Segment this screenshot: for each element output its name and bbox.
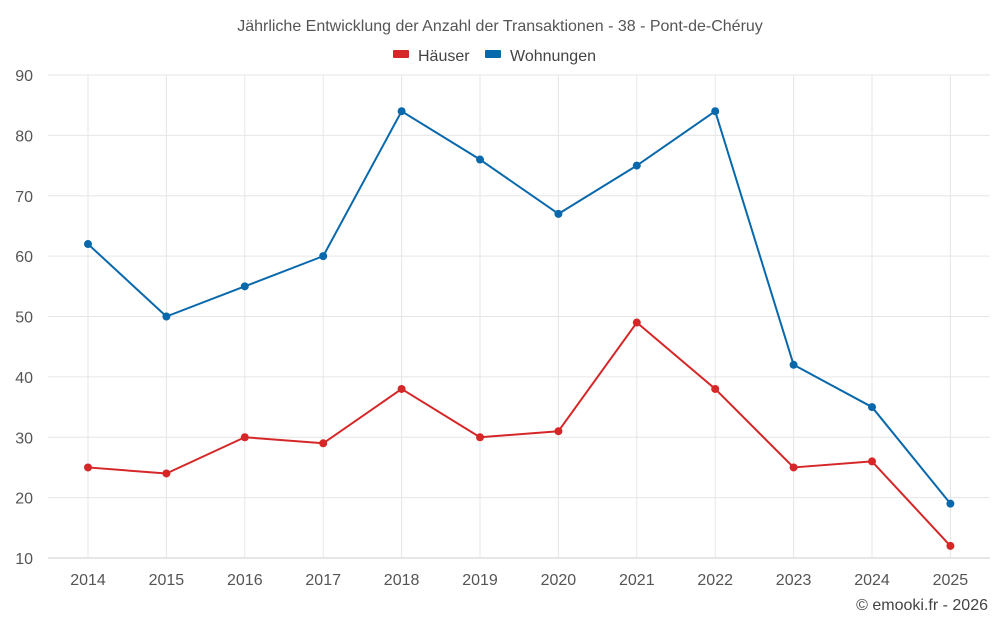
data-point-haeuser-2021[interactable]	[632, 318, 641, 327]
x-tick-label-2025: 2025	[933, 572, 969, 589]
x-tick-label-2021: 2021	[619, 572, 655, 589]
legend: Häuser Wohnungen	[393, 48, 596, 65]
series-group	[84, 107, 955, 550]
y-tick-label-40: 40	[15, 370, 33, 387]
data-point-haeuser-2022[interactable]	[711, 384, 720, 393]
data-point-haeuser-2014[interactable]	[84, 463, 92, 472]
data-point-wohnungen-2017[interactable]	[319, 252, 328, 261]
data-point-wohnungen-2025[interactable]	[946, 499, 955, 508]
y-tick-label-60: 60	[15, 249, 33, 266]
data-point-wohnungen-2019[interactable]	[476, 155, 484, 164]
y-tick-label-80: 80	[15, 128, 33, 145]
x-tick-label-2016: 2016	[227, 572, 263, 589]
y-tick-label-30: 30	[15, 430, 33, 447]
legend-swatch-haeuser	[393, 50, 409, 58]
x-tick-label-2024: 2024	[854, 572, 890, 589]
x-tick-label-2017: 2017	[305, 572, 341, 589]
data-point-wohnungen-2020[interactable]	[554, 209, 563, 218]
data-point-haeuser-2017[interactable]	[319, 439, 328, 448]
y-tick-label-70: 70	[15, 189, 33, 206]
data-point-haeuser-2016[interactable]	[240, 433, 249, 442]
x-tick-label-2023: 2023	[776, 572, 812, 589]
data-point-haeuser-2019[interactable]	[476, 433, 484, 442]
data-point-haeuser-2015[interactable]	[162, 469, 171, 478]
chart-title: Jährliche Entwicklung der Anzahl der Tra…	[237, 18, 763, 35]
data-point-haeuser-2020[interactable]	[554, 427, 563, 436]
y-tick-label-90: 90	[15, 68, 33, 85]
data-point-wohnungen-2015[interactable]	[162, 312, 171, 321]
x-tick-label-2014: 2014	[70, 572, 106, 589]
x-tick-label-2019: 2019	[462, 572, 498, 589]
x-axis-ticks: 2014 2015 2016 2017 2018 2019 2020 2021 2022 2023…	[70, 572, 968, 589]
data-point-wohnungen-2014[interactable]	[84, 240, 92, 249]
data-point-wohnungen-2024[interactable]	[868, 403, 876, 412]
x-tick-label-2022: 2022	[697, 572, 733, 589]
data-point-haeuser-2023[interactable]	[789, 463, 798, 472]
x-tick-label-2020: 2020	[541, 572, 577, 589]
x-tick-label-2015: 2015	[149, 572, 185, 589]
data-point-wohnungen-2018[interactable]	[397, 107, 406, 116]
legend-label-haeuser[interactable]: Häuser	[418, 48, 470, 65]
y-tick-label-10: 10	[15, 551, 33, 568]
grid	[48, 74, 990, 559]
data-point-wohnungen-2021[interactable]	[632, 161, 641, 170]
legend-label-wohnungen[interactable]: Wohnungen	[510, 48, 596, 65]
data-point-haeuser-2018[interactable]	[397, 384, 406, 393]
x-tick-label-2018: 2018	[384, 572, 420, 589]
series-line-haeuser	[87, 321, 952, 547]
data-point-haeuser-2024[interactable]	[868, 457, 876, 466]
credit-text: © emooki.fr - 2026	[856, 597, 988, 614]
series-line-wohnungen	[87, 110, 952, 505]
y-axis-ticks: 10 20 30 40 50 60 70 80 90	[15, 68, 33, 568]
y-tick-label-20: 20	[15, 491, 33, 508]
data-point-wohnungen-2022[interactable]	[711, 107, 720, 116]
data-point-wohnungen-2023[interactable]	[789, 360, 798, 369]
data-point-wohnungen-2016[interactable]	[240, 282, 249, 291]
data-point-haeuser-2025[interactable]	[946, 541, 955, 550]
legend-swatch-wohnungen	[485, 50, 501, 58]
y-tick-label-50: 50	[15, 310, 33, 327]
